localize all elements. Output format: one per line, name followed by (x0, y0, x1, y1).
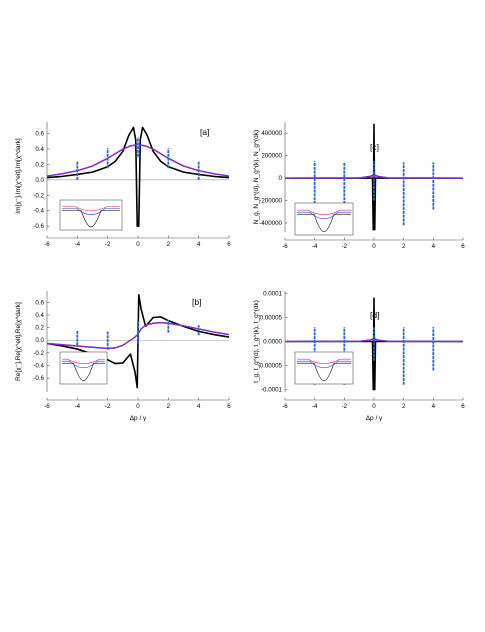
y-tick-label: 0.6 (35, 131, 44, 138)
panel-label-b: [b] (192, 297, 201, 307)
y-tick-label: -0.0001 (261, 387, 283, 394)
y-tick-label: -0.6 (33, 375, 44, 382)
y-tick-label: 0.2 (35, 325, 44, 332)
x-tick-label: -4 (312, 243, 318, 250)
inset-curve-black (62, 362, 105, 382)
inset-plot (294, 351, 354, 385)
series-line-black (47, 126, 229, 227)
inset-curve-blue (297, 360, 351, 369)
inset-curve-magenta (297, 209, 351, 215)
panel-label-d: [d] (370, 310, 379, 320)
y-tick-label: -200000 (259, 198, 282, 205)
x-tick-label: 4 (197, 403, 201, 410)
x-tick-label: -2 (342, 243, 348, 250)
series-group (285, 123, 463, 231)
panel-c: -400000 -200000 0 200000 400000 -6 -4 -2 0 2 4 6 [c]… (253, 122, 465, 250)
x-axis-title: Δp / γ (130, 415, 147, 422)
series-line-black (285, 297, 463, 391)
series-line-black (285, 123, 463, 231)
x-tick-label: -6 (282, 403, 288, 410)
y-axis-title: N_g, N_g^(d), N_g^(k), N_g^(dk) (253, 130, 260, 224)
x-tick-label: 0 (372, 403, 376, 410)
x-tick-label: -2 (105, 241, 111, 248)
x-tick-label: -6 (282, 243, 288, 250)
panel-a: -0.6 -0.4 -0.2 0.0 0.2 0.4 0.6 -6 -4 -2 0 2 4 6 [a] Im[… (15, 122, 231, 248)
series-line-purple (47, 144, 229, 177)
y-tick-label: -0.00005 (258, 363, 283, 370)
inset-curve-magenta (62, 206, 120, 212)
series-line-magenta (47, 322, 229, 349)
inset-curve-magenta (297, 358, 351, 364)
y-tick-label: 0.0 (35, 177, 44, 184)
x-tick-label: -4 (75, 403, 81, 410)
y-tick-label: 0.4 (35, 312, 44, 319)
inset-curve-blue (62, 360, 105, 369)
x-tick-label: -2 (342, 403, 348, 410)
x-tick-label: -4 (312, 403, 318, 410)
y-axis-title: t_g, t_g^(d), t_g^(k), t_g^(dk) (253, 300, 260, 383)
x-tick-label: 0 (372, 243, 376, 250)
y-tick-label: 0.4 (35, 146, 44, 153)
y-tick-label: -0.2 (33, 192, 44, 199)
inset-curve-blue (297, 211, 351, 220)
y-tick-label: 0.6 (35, 299, 44, 306)
inset-curve-blue (62, 208, 120, 216)
x-tick-label: 2 (402, 243, 406, 250)
x-tick-label: 2 (402, 403, 406, 410)
y-tick-label: -0.6 (33, 223, 44, 230)
panel-b: -0.6 -0.4 -0.2 0.0 0.2 0.4 0.6 -6 -4 -2 0 2 4 6 [b] Re[… (15, 291, 231, 422)
x-tick-label: 0 (136, 403, 140, 410)
y-tick-label: 0 (279, 175, 283, 182)
x-tick-label: 0 (136, 241, 140, 248)
inset-curve-magenta (62, 358, 105, 364)
inset-curve-black (297, 213, 351, 233)
panel-label-a: [a] (200, 127, 209, 137)
inset-curve-black (62, 210, 120, 228)
x-tick-label: 6 (227, 403, 231, 410)
y-tick-label: -400000 (259, 220, 282, 227)
x-tick-label: -2 (105, 403, 111, 410)
inset-plot (59, 199, 123, 231)
x-tick-label: -6 (44, 403, 50, 410)
y-tick-label: 0.2 (35, 161, 44, 168)
y-tick-label: 0.0000 (263, 339, 282, 346)
y-tick-label: 0.00005 (260, 314, 283, 321)
panel-d: -0.0001 -0.00005 0.0000 0.00005 0.0001 -6 -4 -2… (253, 290, 465, 422)
x-axis-title: Δp / γ (366, 415, 383, 422)
y-axis-title: Re[χ⁻],Re[χ^eit],Re[χ^dark] (15, 302, 22, 381)
inset-curve-black (297, 362, 351, 382)
x-tick-label: 2 (167, 403, 171, 410)
x-tick-label: 4 (197, 241, 201, 248)
x-tick-label: 2 (167, 241, 171, 248)
y-tick-label: 0.0 (35, 337, 44, 344)
x-tick-label: 6 (461, 243, 465, 250)
x-tick-label: 6 (461, 403, 465, 410)
y-tick-label: 400000 (261, 130, 282, 137)
y-tick-label: 200000 (261, 153, 282, 160)
x-tick-label: -6 (44, 241, 50, 248)
x-tick-label: 4 (432, 243, 436, 250)
y-axis-title: Im[χ⁻],Im[χ^eit],Im[χ^dark] (15, 138, 22, 214)
series-group (47, 126, 229, 227)
y-tick-label: 0.0001 (263, 290, 282, 297)
panel-label-c: [c] (370, 142, 379, 152)
inset-plot (294, 202, 354, 236)
x-tick-label: -4 (75, 241, 81, 248)
inset-plot (59, 351, 108, 385)
y-tick-label: -0.4 (33, 362, 44, 369)
y-tick-label: -0.4 (33, 208, 44, 215)
y-tick-label: -0.2 (33, 350, 44, 357)
x-tick-label: 6 (227, 241, 231, 248)
x-tick-label: 4 (432, 403, 436, 410)
